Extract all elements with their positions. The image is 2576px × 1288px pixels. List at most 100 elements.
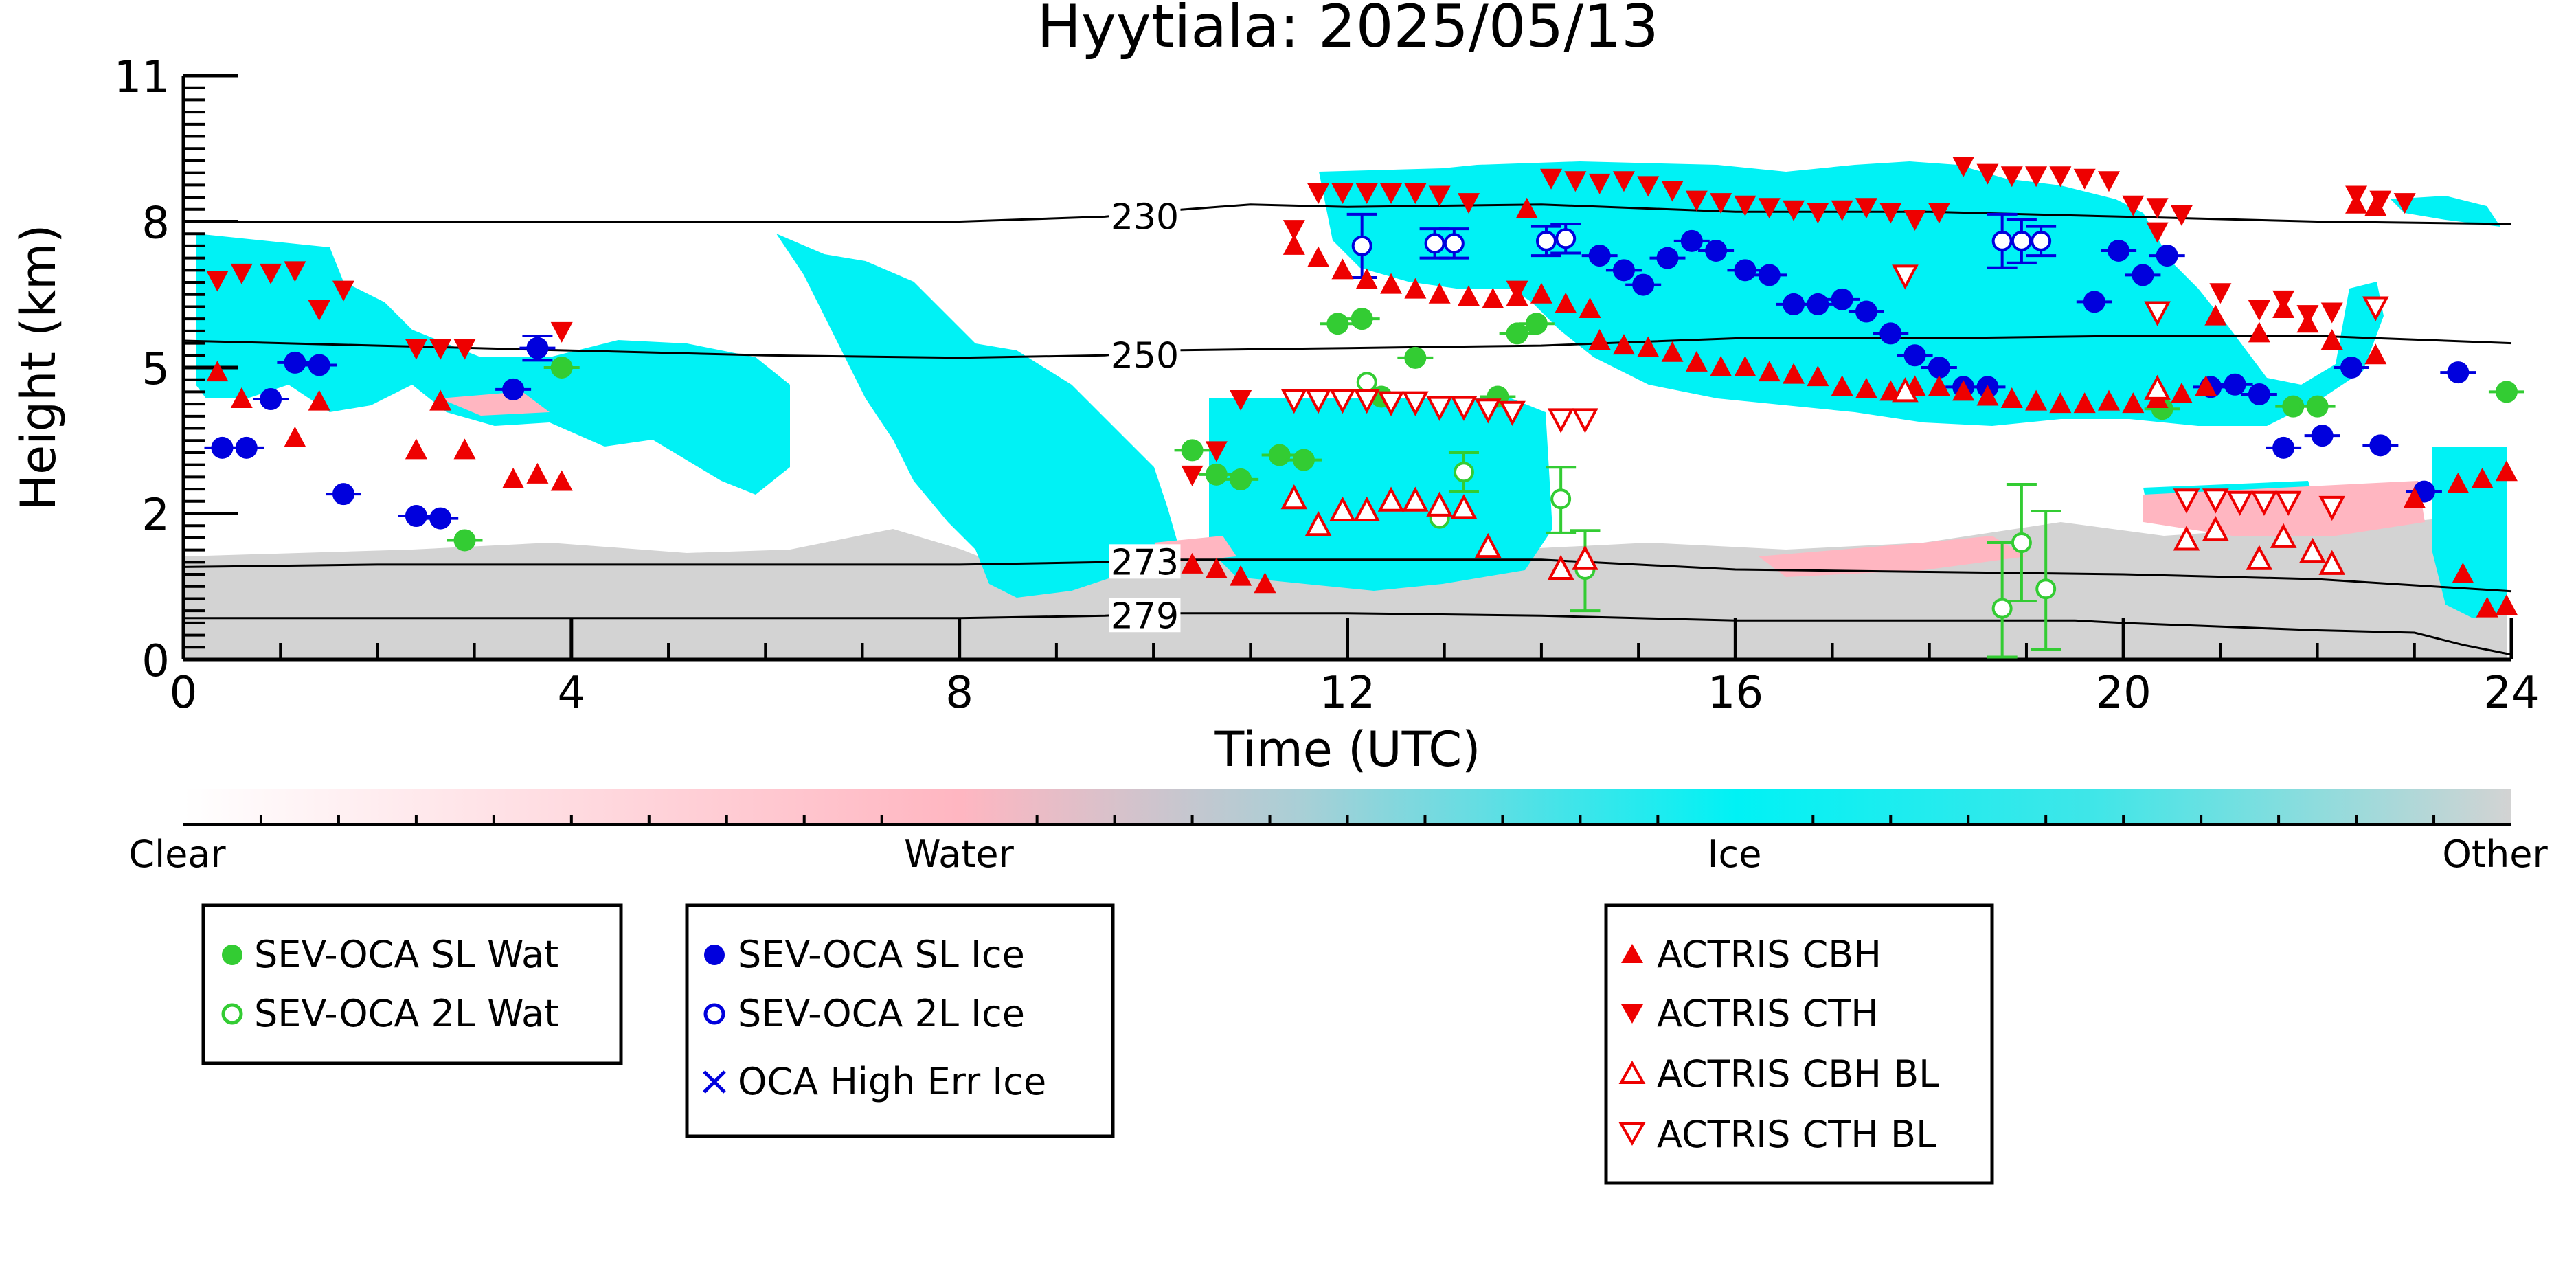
legend-marker-actris-cth-bl <box>1618 1122 1646 1146</box>
actris-cbh-point <box>1181 552 1204 574</box>
series-sev-oca-2l-ice <box>1346 212 2057 279</box>
actris-cth-point <box>1458 193 1480 214</box>
series-sev-oca-sl-ice <box>204 229 2476 530</box>
sev-oca-sl-ice-point <box>2132 264 2154 286</box>
legend-marker-sev-oca-sl-wat <box>222 945 242 965</box>
actris-cbh-bl-point <box>1402 486 1429 512</box>
actris-cth-bl-point <box>2202 488 2229 514</box>
actris-cbh-point <box>550 470 573 491</box>
sev-oca-2l-ice-point <box>1424 233 1445 254</box>
sev-oca-sl-ice-point <box>2311 425 2334 447</box>
sev-oca-2l-wat-point <box>1991 598 2013 619</box>
actris-cbh-point <box>2025 389 2048 411</box>
actris-cth-point <box>1331 183 1354 204</box>
sev-oca-sl-wat-point <box>1292 449 1315 471</box>
actris-cbh-point <box>1758 361 1781 382</box>
actris-cbh-point <box>1661 341 1684 362</box>
actris-cbh-point <box>1355 268 1378 289</box>
actris-cbh-point <box>2403 487 2426 508</box>
colorbar-ticks <box>259 815 2436 824</box>
actris-cbh-point <box>1530 282 1552 304</box>
legend-label-actris-cth: ACTRIS CTH <box>1657 992 1879 1035</box>
sev-oca-2l-ice-point <box>1443 233 1465 254</box>
actris-cbh-bl-point <box>1892 377 1919 403</box>
actris-cth-point <box>2345 185 2368 207</box>
actris-cbh-point <box>1612 334 1635 355</box>
actris-cth-point <box>2049 166 2072 188</box>
actris-cth-bl-point <box>1474 398 1502 424</box>
legend-ice-box <box>685 903 1115 1138</box>
sev-oca-sl-ice-point <box>1680 229 1703 252</box>
actris-cth-point <box>1355 183 1378 204</box>
sev-oca-2l-ice-point <box>1555 228 1577 249</box>
sev-oca-2l-ice-point <box>1535 230 1557 251</box>
chart-title: Hyytiala: 2025/05/13 <box>1037 0 1658 61</box>
actris-cbh-point <box>2122 392 2145 414</box>
actris-cbh-bl-point <box>1547 554 1574 580</box>
sev-oca-sl-wat-point <box>2282 395 2305 418</box>
actris-cth-point <box>1588 173 1611 194</box>
actris-cbh-bl-point <box>1474 532 1502 558</box>
legend-label-sev-oca-sl-wat: SEV-OCA SL Wat <box>254 933 558 976</box>
actris-cth-point <box>1661 181 1684 202</box>
actris-cth-point <box>2272 290 2295 311</box>
actris-cbh-point <box>2097 389 2120 411</box>
actris-cbh-bl-point <box>2246 545 2273 570</box>
sev-oca-sl-ice-point <box>1758 264 1781 286</box>
sev-oca-2l-ice-point <box>1991 230 2013 251</box>
legend-marker-sev-oca-2l-ice <box>703 1003 725 1025</box>
actris-cth-point <box>429 339 452 360</box>
actris-cth-point <box>1807 203 1829 224</box>
actris-cth-point <box>1976 163 1999 185</box>
actris-cbh-point <box>2447 473 2470 493</box>
contour-line-250 <box>183 335 2512 359</box>
colorbar-label-ice: Ice <box>1708 833 1762 876</box>
contour-line-230 <box>183 203 2512 225</box>
actris-cbh-bl-point <box>2173 526 2200 551</box>
actris-cth-point <box>284 261 306 282</box>
colorbar-label-water: Water <box>904 833 1014 876</box>
actris-cbh-point <box>206 361 229 382</box>
sev-oca-sl-ice-point <box>526 337 549 359</box>
actris-cth-bl-point <box>2362 296 2389 321</box>
contour-label-230: 230 <box>1111 196 1179 238</box>
actris-cbh-point <box>2364 343 2387 365</box>
legend-water-box <box>201 903 623 1065</box>
actris-cth-point <box>2369 190 2392 212</box>
actris-cth-bl-point <box>1547 408 1574 433</box>
sev-oca-sl-ice-point <box>2447 361 2470 384</box>
sev-oca-sl-ice-point <box>260 388 282 411</box>
actris-cth-bl-point <box>2173 488 2200 514</box>
actris-cth-point <box>405 339 427 360</box>
sev-oca-sl-ice-point <box>1903 344 1926 367</box>
sev-oca-sl-ice-point <box>1831 288 1853 310</box>
sev-oca-sl-ice-point <box>2340 357 2363 379</box>
x-tick-label: 4 <box>557 668 585 719</box>
actris-cth-point <box>2122 195 2145 216</box>
actris-cbh-bl-point <box>2270 523 2297 548</box>
y-tick-label: 11 <box>114 52 170 103</box>
actris-cth-point <box>2146 222 2169 243</box>
actris-cbh-point <box>1734 356 1756 376</box>
y-tick-label: 5 <box>142 344 170 395</box>
actris-cth-point <box>2000 166 2023 188</box>
actris-cbh-bl-point <box>1304 510 1332 536</box>
y-tick-label: 0 <box>142 636 170 687</box>
actris-cth-point <box>1928 203 1950 224</box>
axis-layer: 0 4 8 12 16 20 24 0 2 5 8 11 <box>114 52 2540 719</box>
actris-cth-point <box>2025 166 2048 188</box>
actris-cth-point <box>1734 195 1756 216</box>
actris-cbh-bl-point <box>2144 374 2171 400</box>
actris-cth-bl-point <box>2144 301 2171 326</box>
actris-cbh-point <box>1952 380 1975 401</box>
actris-cth-point <box>2248 300 2270 321</box>
actris-cth-point <box>206 271 229 292</box>
legend-marker-oca-high-err-ice <box>703 1070 726 1094</box>
actris-cth-point <box>1685 190 1708 212</box>
actris-cth-point <box>2097 171 2120 192</box>
sev-oca-2l-wat-point <box>1356 372 1377 393</box>
actris-cbh-point <box>1482 287 1504 308</box>
sev-oca-sl-wat-point <box>1351 308 1373 330</box>
sev-oca-sl-wat-point <box>453 529 476 552</box>
actris-cbh-point <box>1380 273 1403 294</box>
